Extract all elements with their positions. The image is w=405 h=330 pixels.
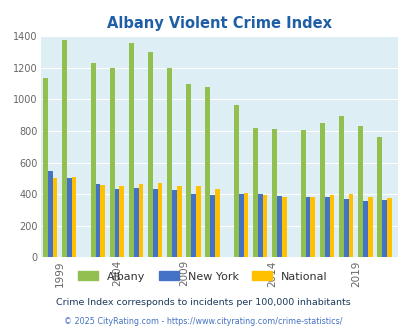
Bar bbox=[357, 125, 362, 257]
Bar bbox=[272, 129, 276, 257]
Text: Crime Index corresponds to incidents per 100,000 inhabitants: Crime Index corresponds to incidents per… bbox=[55, 298, 350, 307]
Bar bbox=[343, 199, 348, 257]
Bar bbox=[243, 193, 248, 257]
Bar bbox=[100, 185, 105, 257]
Bar bbox=[148, 52, 152, 257]
Bar bbox=[129, 44, 133, 257]
Bar bbox=[67, 178, 71, 257]
Bar bbox=[195, 186, 200, 257]
Bar bbox=[138, 184, 143, 257]
Bar bbox=[262, 195, 267, 257]
Bar bbox=[62, 40, 67, 257]
Bar bbox=[386, 198, 391, 257]
Bar bbox=[210, 195, 214, 257]
Bar bbox=[167, 68, 172, 257]
Bar bbox=[376, 137, 381, 257]
Bar bbox=[186, 84, 191, 257]
Bar bbox=[324, 197, 329, 257]
Bar bbox=[257, 194, 262, 257]
Bar bbox=[381, 200, 386, 257]
Bar bbox=[91, 63, 95, 257]
Title: Albany Violent Crime Index: Albany Violent Crime Index bbox=[107, 16, 331, 31]
Bar bbox=[52, 178, 57, 257]
Bar bbox=[281, 197, 286, 257]
Bar bbox=[300, 130, 305, 257]
Bar bbox=[110, 68, 114, 257]
Text: © 2025 CityRating.com - https://www.cityrating.com/crime-statistics/: © 2025 CityRating.com - https://www.city… bbox=[64, 317, 341, 326]
Bar bbox=[362, 201, 367, 257]
Bar bbox=[276, 196, 281, 257]
Bar bbox=[233, 105, 238, 257]
Bar bbox=[152, 189, 157, 257]
Bar bbox=[338, 116, 343, 257]
Legend: Albany, New York, National: Albany, New York, National bbox=[78, 271, 327, 281]
Bar bbox=[133, 188, 138, 257]
Bar bbox=[157, 183, 162, 257]
Bar bbox=[367, 197, 372, 257]
Bar bbox=[305, 197, 310, 257]
Bar bbox=[253, 128, 257, 257]
Bar bbox=[329, 195, 334, 257]
Bar bbox=[43, 78, 48, 257]
Bar bbox=[95, 184, 100, 257]
Bar bbox=[348, 194, 353, 257]
Bar bbox=[205, 87, 210, 257]
Bar bbox=[172, 190, 176, 257]
Bar bbox=[119, 185, 124, 257]
Bar bbox=[71, 177, 76, 257]
Bar bbox=[310, 197, 314, 257]
Bar bbox=[176, 185, 181, 257]
Bar bbox=[191, 194, 195, 257]
Bar bbox=[238, 194, 243, 257]
Bar bbox=[48, 171, 52, 257]
Bar bbox=[319, 123, 324, 257]
Bar bbox=[214, 189, 219, 257]
Bar bbox=[114, 189, 119, 257]
